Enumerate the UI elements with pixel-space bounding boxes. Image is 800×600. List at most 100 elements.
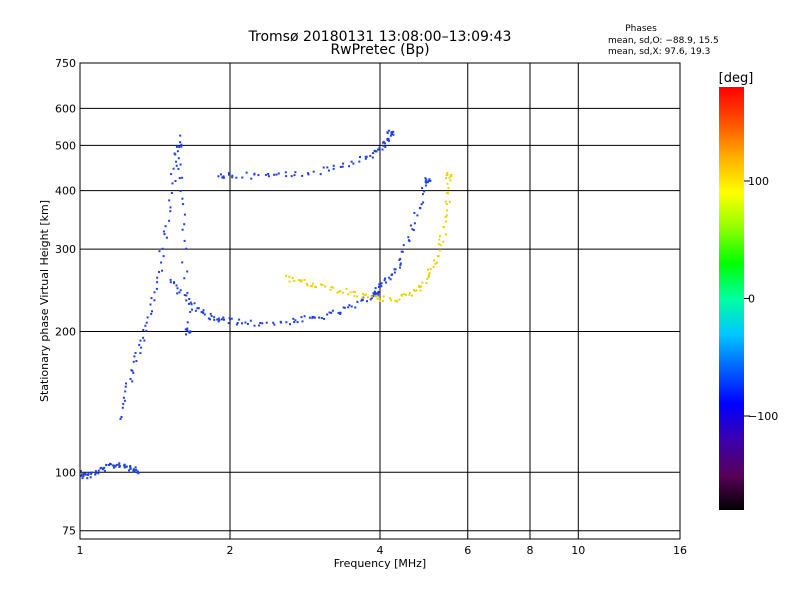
data-point (341, 165, 344, 168)
data-point (284, 171, 287, 174)
data-point (221, 176, 224, 179)
data-point (411, 294, 413, 297)
data-point (425, 282, 428, 284)
data-point (134, 352, 137, 354)
data-point (174, 153, 177, 156)
data-point (123, 466, 126, 469)
data-point (330, 311, 333, 314)
data-point (142, 329, 145, 331)
data-point (393, 271, 396, 274)
x-tick-labels: 1 2 4 6 8 10 16 (77, 544, 688, 557)
colorbar-tick-label: 0 (748, 293, 755, 306)
data-point (176, 292, 179, 295)
data-point (162, 230, 165, 233)
data-point (442, 226, 445, 229)
data-point (189, 310, 192, 313)
data-point (118, 462, 121, 465)
data-point (424, 177, 427, 180)
data-point (108, 464, 110, 466)
data-point (186, 329, 189, 331)
y-tick-label: 750 (55, 57, 76, 70)
data-point (179, 163, 182, 166)
data-point (370, 297, 373, 299)
data-point (97, 469, 100, 472)
data-point (369, 298, 372, 301)
data-point (381, 148, 384, 151)
data-point (272, 321, 275, 324)
data-point (292, 317, 295, 320)
data-point (377, 148, 380, 151)
data-point (313, 316, 316, 319)
data-point (100, 466, 103, 469)
data-point (120, 416, 123, 418)
y-tick-label: 100 (55, 466, 76, 479)
data-point (179, 141, 182, 144)
data-point (374, 287, 377, 290)
data-point (186, 270, 189, 273)
data-point (181, 176, 184, 179)
data-point (186, 327, 189, 330)
data-point (189, 331, 192, 333)
data-point (369, 154, 372, 157)
data-point (130, 369, 133, 372)
colorbar-tick-label: −100 (748, 410, 778, 423)
data-point (246, 323, 249, 325)
data-point (80, 474, 83, 477)
data-point (439, 235, 441, 238)
data-point (376, 297, 379, 300)
data-point (178, 291, 181, 294)
data-point (345, 287, 348, 290)
data-point (133, 355, 136, 358)
x-tick-label: 2 (227, 544, 234, 557)
data-point (322, 166, 325, 169)
data-point (312, 282, 315, 285)
data-point (381, 300, 384, 302)
data-point (162, 255, 165, 258)
data-point (427, 276, 430, 278)
data-point (445, 220, 447, 223)
data-point (191, 308, 193, 311)
data-point (200, 311, 203, 314)
data-point (303, 278, 306, 281)
data-point (114, 465, 117, 468)
data-point (417, 285, 420, 288)
data-point (187, 330, 190, 333)
data-point (164, 225, 167, 228)
data-point (306, 284, 309, 287)
data-point (409, 224, 412, 227)
data-points (79, 129, 453, 480)
data-point (184, 328, 187, 331)
data-point (153, 299, 156, 302)
data-point (132, 371, 135, 374)
data-point (348, 165, 350, 168)
data-point (175, 160, 177, 163)
data-point (320, 317, 323, 319)
data-point (372, 292, 375, 295)
data-point (362, 292, 364, 295)
data-point (185, 299, 188, 302)
data-point (377, 292, 380, 295)
data-point (188, 298, 191, 300)
data-point (112, 466, 115, 469)
data-point (319, 283, 322, 286)
data-point (142, 336, 145, 339)
data-point (377, 290, 380, 293)
data-point (375, 292, 378, 295)
data-point (402, 244, 405, 247)
data-point (291, 276, 294, 279)
data-point (311, 284, 314, 287)
data-point (339, 311, 342, 314)
data-point (290, 175, 293, 178)
data-point (375, 150, 378, 153)
data-point (186, 321, 189, 324)
data-point (118, 466, 121, 468)
data-point (341, 291, 344, 294)
data-point (363, 294, 366, 297)
data-point (135, 360, 138, 362)
data-point (182, 203, 185, 206)
data-point (231, 176, 234, 179)
data-point (172, 167, 175, 170)
data-point (383, 279, 386, 282)
data-point (112, 464, 115, 467)
data-point (428, 272, 431, 275)
